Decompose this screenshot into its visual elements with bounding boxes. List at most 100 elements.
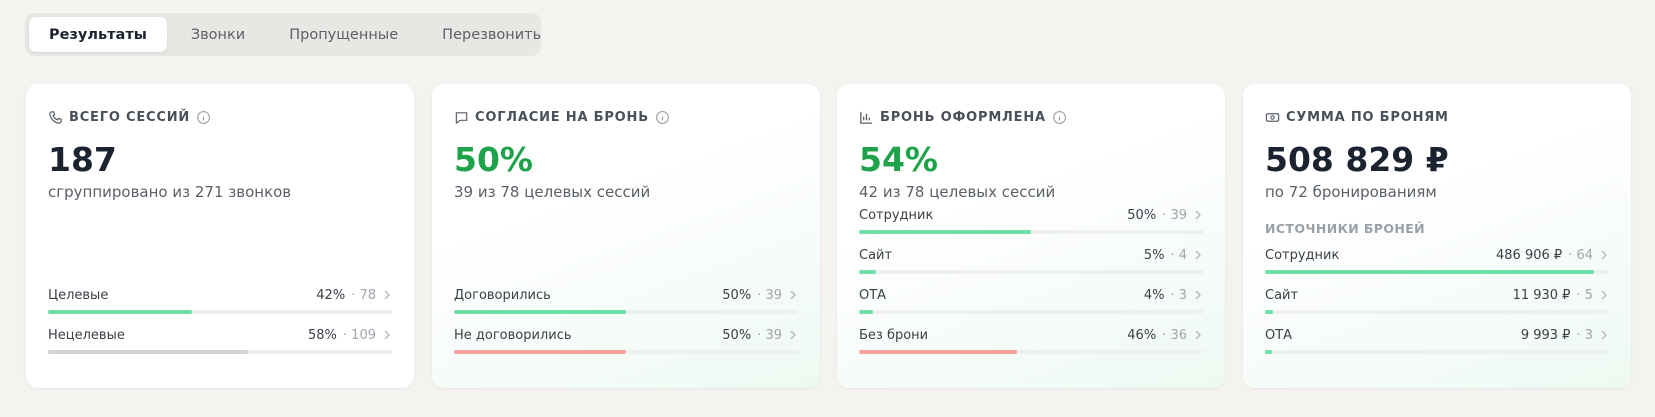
chevron-icon <box>1601 290 1607 300</box>
card-header: ВСЕГО СЕССИЙ <box>48 108 392 126</box>
chevron-icon <box>790 290 796 300</box>
breakdown: ИСТОЧНИКИ БРОНЕЙ Сотрудник 486 906 ₽ 64 Сай… <box>1265 221 1609 364</box>
row-value: 11 930 ₽ <box>1512 287 1571 303</box>
row-line: Договорились 50% 39 <box>454 286 798 304</box>
chevron <box>790 330 796 340</box>
stat-card: СУММА ПО БРОНЯМ 508 829 ₽ по 72 брониров… <box>1243 84 1631 388</box>
card-title: СУММА ПО БРОНЯМ <box>1286 109 1449 125</box>
bar-fill <box>859 310 873 314</box>
bar-fill <box>859 230 1031 234</box>
row-label: ОТА <box>1265 327 1293 343</box>
tab[interactable]: Звонки <box>190 26 246 43</box>
row-stats: 50% 39 <box>722 288 798 303</box>
chevron-icon <box>1195 210 1201 220</box>
breakdown-row[interactable]: Сотрудник 486 906 ₽ 64 <box>1265 244 1609 284</box>
stat-card: ВСЕГО СЕССИЙ 187 сгруппировано из 271 зв… <box>26 84 414 388</box>
row-value: 5% <box>1143 247 1165 263</box>
row-stats: 50% 39 <box>1127 208 1203 223</box>
chevron <box>1601 250 1607 260</box>
card-title: БРОНЬ ОФОРМЛЕНА <box>880 109 1046 125</box>
chevron-icon <box>384 330 390 340</box>
breakdown-row[interactable]: Сотрудник 50% 39 <box>859 204 1203 244</box>
tab[interactable]: Пропущенные <box>289 26 399 43</box>
card-header: СОГЛАСИЕ НА БРОНЬ <box>454 108 798 126</box>
bar-fill <box>859 270 877 274</box>
row-value: 9 993 ₽ <box>1520 327 1571 343</box>
row-value: 46% <box>1127 327 1157 343</box>
row-stats: 58% 109 <box>308 328 392 343</box>
bar-track <box>1265 350 1609 354</box>
row-label: Нецелевые <box>48 327 125 343</box>
row-line: Целевые 42% 78 <box>48 286 392 304</box>
money-icon <box>1265 112 1280 122</box>
info-icon[interactable] <box>1052 110 1067 125</box>
chat-icon <box>455 111 468 124</box>
card-value: 508 829 ₽ <box>1265 140 1449 179</box>
chevron <box>384 330 390 340</box>
row-label: Сайт <box>859 247 893 263</box>
row-count: 3 <box>1576 328 1593 343</box>
breakdown-row[interactable]: Сайт 5% 4 <box>859 244 1203 284</box>
row-stats: 9 993 ₽ 3 <box>1521 328 1609 343</box>
info-icon[interactable] <box>196 110 211 125</box>
row-value: 50% <box>1127 207 1157 223</box>
row-value: 4% <box>1143 287 1165 303</box>
bar-track <box>1265 270 1609 274</box>
card-header: СУММА ПО БРОНЯМ <box>1265 108 1609 126</box>
row-label: Сотрудник <box>1265 247 1340 263</box>
breakdown-row[interactable]: ОТА 4% 3 <box>859 284 1203 324</box>
chevron <box>1195 290 1201 300</box>
card-subtitle: по 72 бронированиям <box>1265 183 1437 201</box>
chevron-icon <box>1195 250 1201 260</box>
chevron <box>1195 330 1201 340</box>
bar-track <box>1265 310 1609 314</box>
bar-fill <box>1265 350 1272 354</box>
breakdown-row[interactable]: Без брони 46% 36 <box>859 324 1203 364</box>
row-value: 50% <box>722 287 752 303</box>
row-line: Не договорились 50% 39 <box>454 326 798 344</box>
row-stats: 11 930 ₽ 5 <box>1513 288 1609 303</box>
bar-fill <box>1265 270 1595 274</box>
bar-fill <box>454 350 626 354</box>
row-label: Не договорились <box>454 327 572 343</box>
bar-track <box>859 270 1203 274</box>
bar-track <box>859 230 1203 234</box>
row-count: 78 <box>351 288 376 303</box>
card-title: СОГЛАСИЕ НА БРОНЬ <box>475 109 649 125</box>
row-line: Без брони 46% 36 <box>859 326 1203 344</box>
chevron-icon <box>1601 330 1607 340</box>
bar-fill <box>859 350 1018 354</box>
row-line: Нецелевые 58% 109 <box>48 326 392 344</box>
info-icon[interactable] <box>655 110 670 125</box>
row-count: 109 <box>343 328 376 343</box>
breakdown-row[interactable]: Целевые 42% 78 <box>48 284 392 324</box>
row-count: 39 <box>757 328 782 343</box>
chart-icon <box>860 111 873 124</box>
row-count: 64 <box>1568 248 1593 263</box>
breakdown-row[interactable]: Сайт 11 930 ₽ 5 <box>1265 284 1609 324</box>
breakdown-row[interactable]: ОТА 9 993 ₽ 3 <box>1265 324 1609 364</box>
breakdown-row[interactable]: Не договорились 50% 39 <box>454 324 798 364</box>
bar-track <box>48 310 392 314</box>
row-label: ОТА <box>859 287 887 303</box>
card-subtitle: 39 из 78 целевых сессий <box>454 183 651 201</box>
row-line: ОТА 9 993 ₽ 3 <box>1265 326 1609 344</box>
breakdown-row[interactable]: Договорились 50% 39 <box>454 284 798 324</box>
tab[interactable]: Результаты <box>29 17 167 52</box>
row-value: 50% <box>722 327 752 343</box>
bar-track <box>859 310 1203 314</box>
phone-icon <box>49 110 62 124</box>
card-value: 54% <box>859 140 938 179</box>
tab[interactable]: Перезвонить <box>442 26 542 43</box>
card-subtitle: 42 из 78 целевых сессий <box>859 183 1056 201</box>
breakdown: Целевые 42% 78 Нецелевые 58% 109 <box>48 284 392 364</box>
stat-card: СОГЛАСИЕ НА БРОНЬ 50% 39 из 78 целевых с… <box>432 84 820 388</box>
row-stats: 5% 4 <box>1144 248 1203 263</box>
card-title: ВСЕГО СЕССИЙ <box>69 109 191 125</box>
bar-fill <box>48 350 248 354</box>
breakdown-row[interactable]: Нецелевые 58% 109 <box>48 324 392 364</box>
row-stats: 42% 78 <box>316 288 392 303</box>
row-stats: 50% 39 <box>722 328 798 343</box>
bar-track <box>454 350 798 354</box>
